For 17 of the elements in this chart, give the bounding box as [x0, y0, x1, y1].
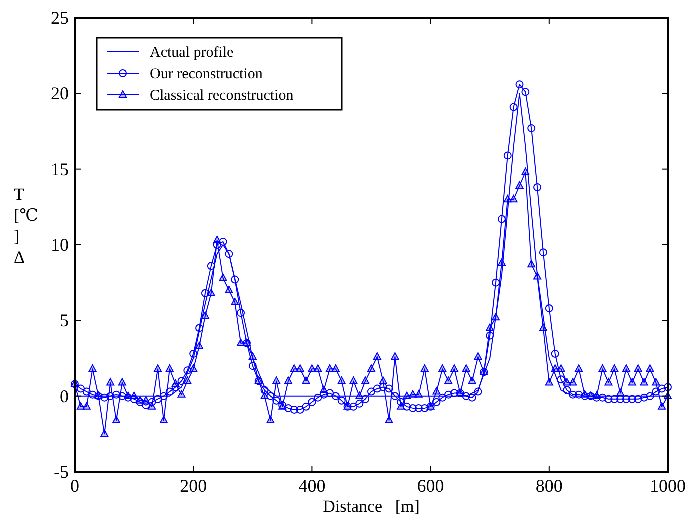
x-tick-label: 200 [180, 476, 208, 496]
y-tick-label: 25 [51, 8, 69, 28]
y-tick-label: 15 [51, 159, 69, 180]
legend-label: Our reconstruction [150, 66, 264, 82]
x-tick-label: 800 [536, 476, 563, 496]
x-tick-label: 600 [417, 476, 444, 496]
y-tick-label: -5 [54, 462, 69, 482]
y-tick-label: 20 [51, 84, 69, 104]
y-tick-label: 5 [60, 310, 69, 331]
y-tick-label: 10 [51, 235, 69, 255]
x-axis-title: Distance [m] [323, 497, 420, 516]
x-tick-label: 1000 [650, 476, 686, 496]
y-tick-label: 0 [60, 386, 69, 406]
legend-label: Actual profile [150, 45, 234, 61]
x-tick-label: 400 [298, 476, 326, 496]
y-axis-title: T [℃ ] Δ [14, 185, 39, 267]
legend-label: Classical reconstruction [150, 88, 294, 104]
